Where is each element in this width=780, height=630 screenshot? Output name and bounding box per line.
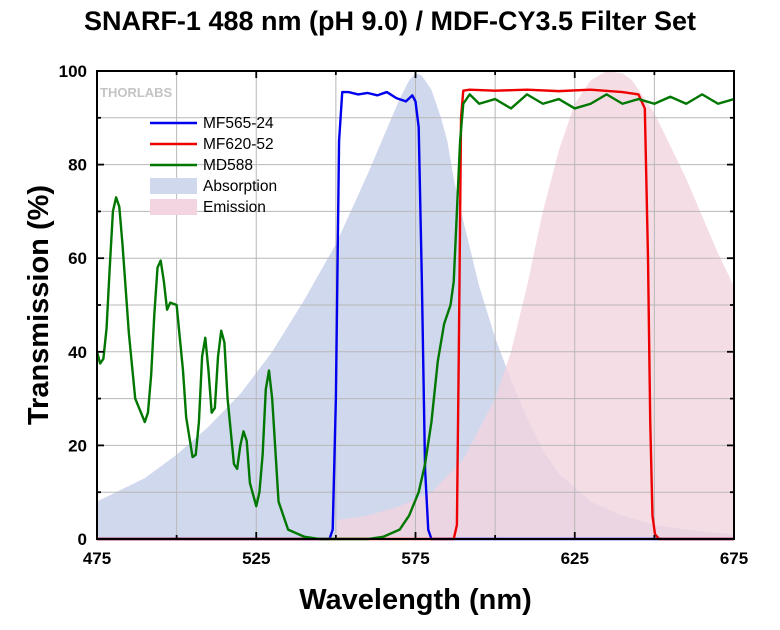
x-tick-label: 575 <box>401 549 429 568</box>
md588-line <box>95 93 735 541</box>
x-tick-label: 525 <box>242 549 270 568</box>
legend-label-mf565-24: MF565-24 <box>203 115 274 132</box>
thorlabs-watermark: THORLABS <box>100 85 173 100</box>
chart-title: SNARF-1 488 nm (pH 9.0) / MDF-CY3.5 Filt… <box>83 6 697 36</box>
y-tick-label: 100 <box>59 62 87 81</box>
x-tick-label: 675 <box>720 549 748 568</box>
x-tick-label: 475 <box>83 549 111 568</box>
y-tick-label: 40 <box>68 343 87 362</box>
legend-label-emission: Emission <box>203 199 266 216</box>
legend-swatch-emission <box>150 199 197 215</box>
legend-label-mf620-52: MF620-52 <box>203 136 274 153</box>
y-tick-label: 0 <box>78 530 87 549</box>
legend-label-md588: MD588 <box>203 157 253 174</box>
legend-label-absorption: Absorption <box>203 178 277 195</box>
mf565-24-line <box>97 90 734 541</box>
x-axis-title: Wavelength (nm) <box>299 584 532 616</box>
legend-swatch-absorption <box>150 178 197 194</box>
tick-layer: 475 525 575 625 675 0 20 40 60 80 100 <box>59 62 749 568</box>
y-tick-label: 20 <box>68 436 87 455</box>
legend: MF565-24 MF620-52 MD588 Absorption Emission <box>150 115 277 216</box>
y-axis-title: Transmission (%) <box>23 185 55 425</box>
x-tick-label: 625 <box>561 549 589 568</box>
line-layer <box>95 88 735 541</box>
y-tick-label: 60 <box>68 249 87 268</box>
mf620-52-line <box>97 88 734 541</box>
y-tick-label: 80 <box>68 156 87 175</box>
